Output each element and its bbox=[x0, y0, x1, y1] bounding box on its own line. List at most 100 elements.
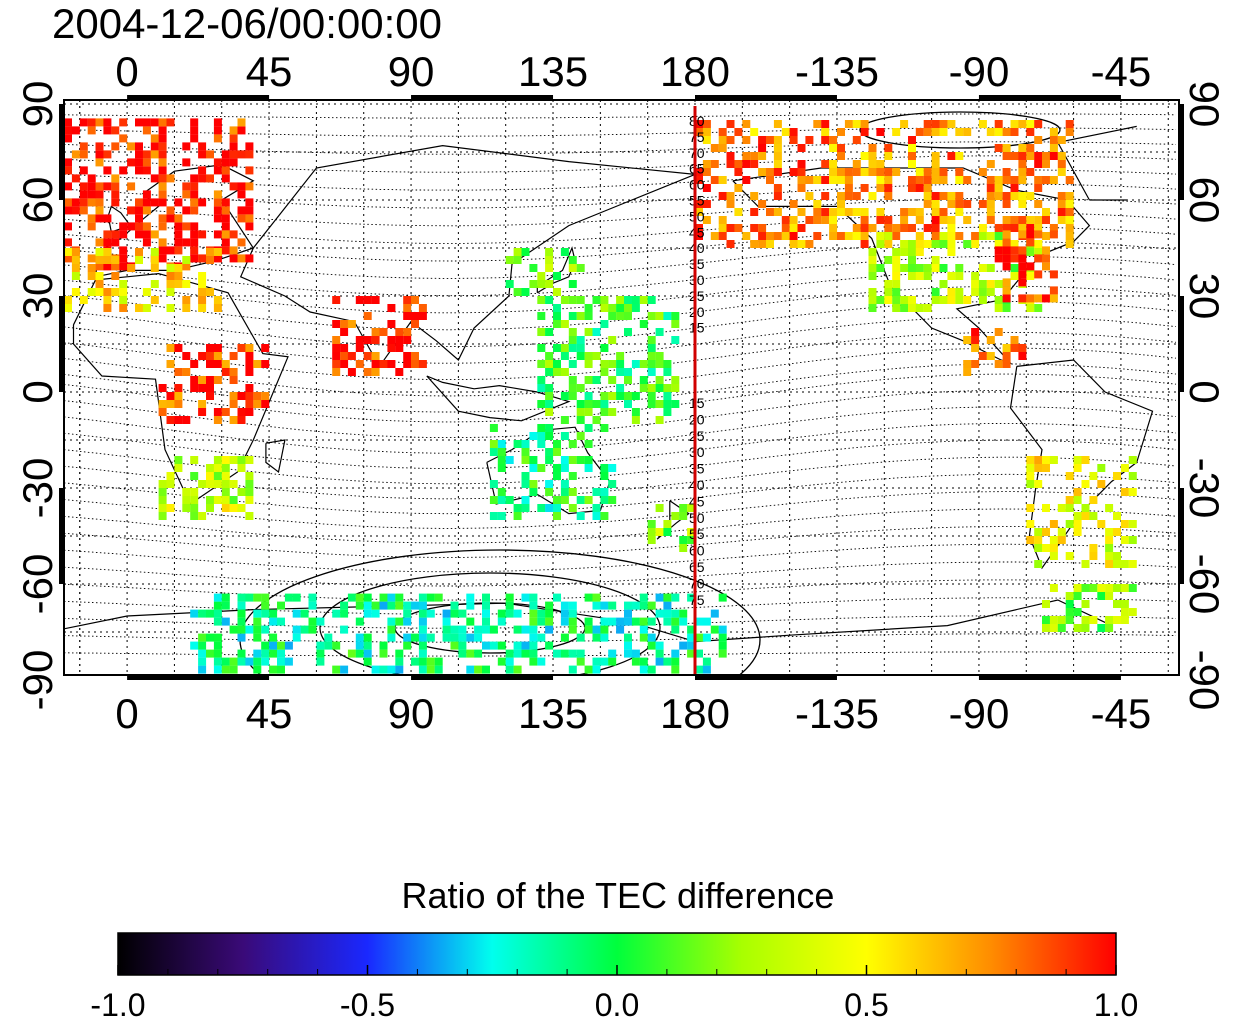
tec-cell bbox=[1128, 608, 1137, 616]
tec-cell bbox=[363, 312, 372, 320]
tec-region-southern-africa bbox=[158, 456, 254, 520]
tec-cell bbox=[576, 400, 585, 408]
tec-cell bbox=[245, 222, 254, 231]
tec-cell bbox=[229, 150, 238, 159]
tec-cell bbox=[852, 136, 861, 144]
tec-cell bbox=[119, 254, 128, 263]
tec-cell bbox=[545, 480, 554, 488]
tec-cell bbox=[608, 601, 617, 610]
tec-cell bbox=[726, 120, 735, 128]
tec-cell bbox=[237, 609, 246, 618]
longitude-label: 90 bbox=[388, 48, 435, 95]
tec-cell bbox=[150, 280, 159, 288]
tec-cell bbox=[1049, 456, 1058, 464]
tec-cell bbox=[142, 238, 151, 247]
tec-cell bbox=[624, 649, 632, 658]
tec-cell bbox=[142, 288, 151, 296]
tec-cell bbox=[537, 400, 546, 408]
tec-cell bbox=[182, 352, 191, 360]
tec-cell bbox=[568, 601, 577, 610]
tec-cell bbox=[103, 288, 112, 296]
tec-cell bbox=[497, 456, 506, 464]
tec-cell bbox=[576, 633, 585, 642]
tec-cell bbox=[545, 456, 554, 464]
tec-cell bbox=[284, 657, 293, 666]
tec-cell bbox=[387, 665, 396, 674]
tec-cell bbox=[403, 360, 412, 368]
tec-cell bbox=[198, 142, 207, 151]
tec-cell bbox=[371, 368, 380, 376]
tec-cell bbox=[687, 528, 696, 536]
tec-cell bbox=[702, 216, 711, 224]
tec-cell bbox=[340, 601, 349, 610]
tec-cell bbox=[647, 633, 656, 642]
tec-cell bbox=[931, 240, 940, 248]
tec-cell bbox=[1049, 286, 1058, 295]
contour-label: 65 bbox=[689, 559, 705, 575]
tec-cell bbox=[639, 384, 648, 392]
tec-cell bbox=[253, 392, 262, 400]
tec-cell bbox=[1073, 464, 1082, 472]
tec-cell bbox=[892, 128, 901, 136]
tec-cell bbox=[213, 480, 222, 488]
tec-cell bbox=[1089, 512, 1098, 520]
tec-cell bbox=[600, 424, 609, 432]
tec-cell bbox=[442, 617, 451, 626]
tec-cell bbox=[663, 408, 672, 416]
tec-cell bbox=[986, 160, 995, 168]
tec-cell bbox=[387, 320, 396, 328]
tec-cell bbox=[166, 504, 175, 512]
tec-cell bbox=[1081, 480, 1090, 488]
tec-cell bbox=[434, 593, 443, 602]
tec-cell bbox=[277, 657, 285, 666]
tec-cell bbox=[844, 120, 853, 128]
tec-cell bbox=[568, 328, 577, 336]
tec-cell bbox=[1002, 238, 1011, 247]
tec-cell bbox=[174, 368, 183, 376]
tec-cell bbox=[639, 657, 648, 666]
tec-cell bbox=[418, 665, 427, 674]
tec-cell bbox=[529, 488, 538, 496]
tec-cell bbox=[592, 296, 601, 304]
tec-cell bbox=[978, 200, 987, 208]
tec-cell bbox=[79, 206, 88, 215]
tec-cell bbox=[434, 665, 443, 674]
tec-cell bbox=[505, 665, 514, 674]
tec-cell bbox=[1026, 480, 1035, 488]
tec-cell bbox=[844, 176, 853, 184]
tec-cell bbox=[1065, 216, 1074, 224]
tec-cell bbox=[939, 232, 948, 240]
tec-cell bbox=[158, 408, 167, 416]
tec-cell bbox=[1120, 600, 1129, 608]
tec-cell bbox=[379, 649, 388, 658]
tec-cell bbox=[127, 142, 136, 151]
tec-cell bbox=[931, 168, 940, 176]
tec-cell bbox=[971, 344, 980, 352]
tec-cell bbox=[213, 665, 222, 674]
tec-cell bbox=[994, 144, 1003, 152]
tec-cell bbox=[868, 144, 877, 152]
tec-cell bbox=[663, 520, 672, 528]
tec-cell bbox=[773, 208, 782, 216]
tec-cell bbox=[797, 144, 806, 152]
tec-cell bbox=[95, 280, 104, 288]
tec-cell bbox=[663, 657, 672, 666]
tec-cell bbox=[1049, 176, 1058, 184]
tec-cell bbox=[158, 190, 167, 199]
tec-cell bbox=[1034, 184, 1043, 192]
tec-cell bbox=[576, 416, 585, 424]
contour-line bbox=[64, 113, 1177, 119]
tec-cell bbox=[127, 222, 136, 231]
tec-cell bbox=[418, 609, 427, 618]
tec-cell bbox=[868, 272, 877, 280]
tec-cell bbox=[553, 440, 561, 448]
tec-cell bbox=[797, 224, 806, 232]
tec-cell bbox=[489, 480, 498, 488]
tec-cell bbox=[695, 232, 703, 240]
longitude-labels-top: 0 45 90 135 180 -135 -90 -45 bbox=[115, 48, 1151, 95]
tec-cell bbox=[576, 649, 585, 658]
tec-cell bbox=[119, 230, 128, 239]
tec-cell bbox=[87, 254, 96, 263]
tec-cell bbox=[474, 649, 483, 658]
tec-cell bbox=[1057, 160, 1066, 168]
